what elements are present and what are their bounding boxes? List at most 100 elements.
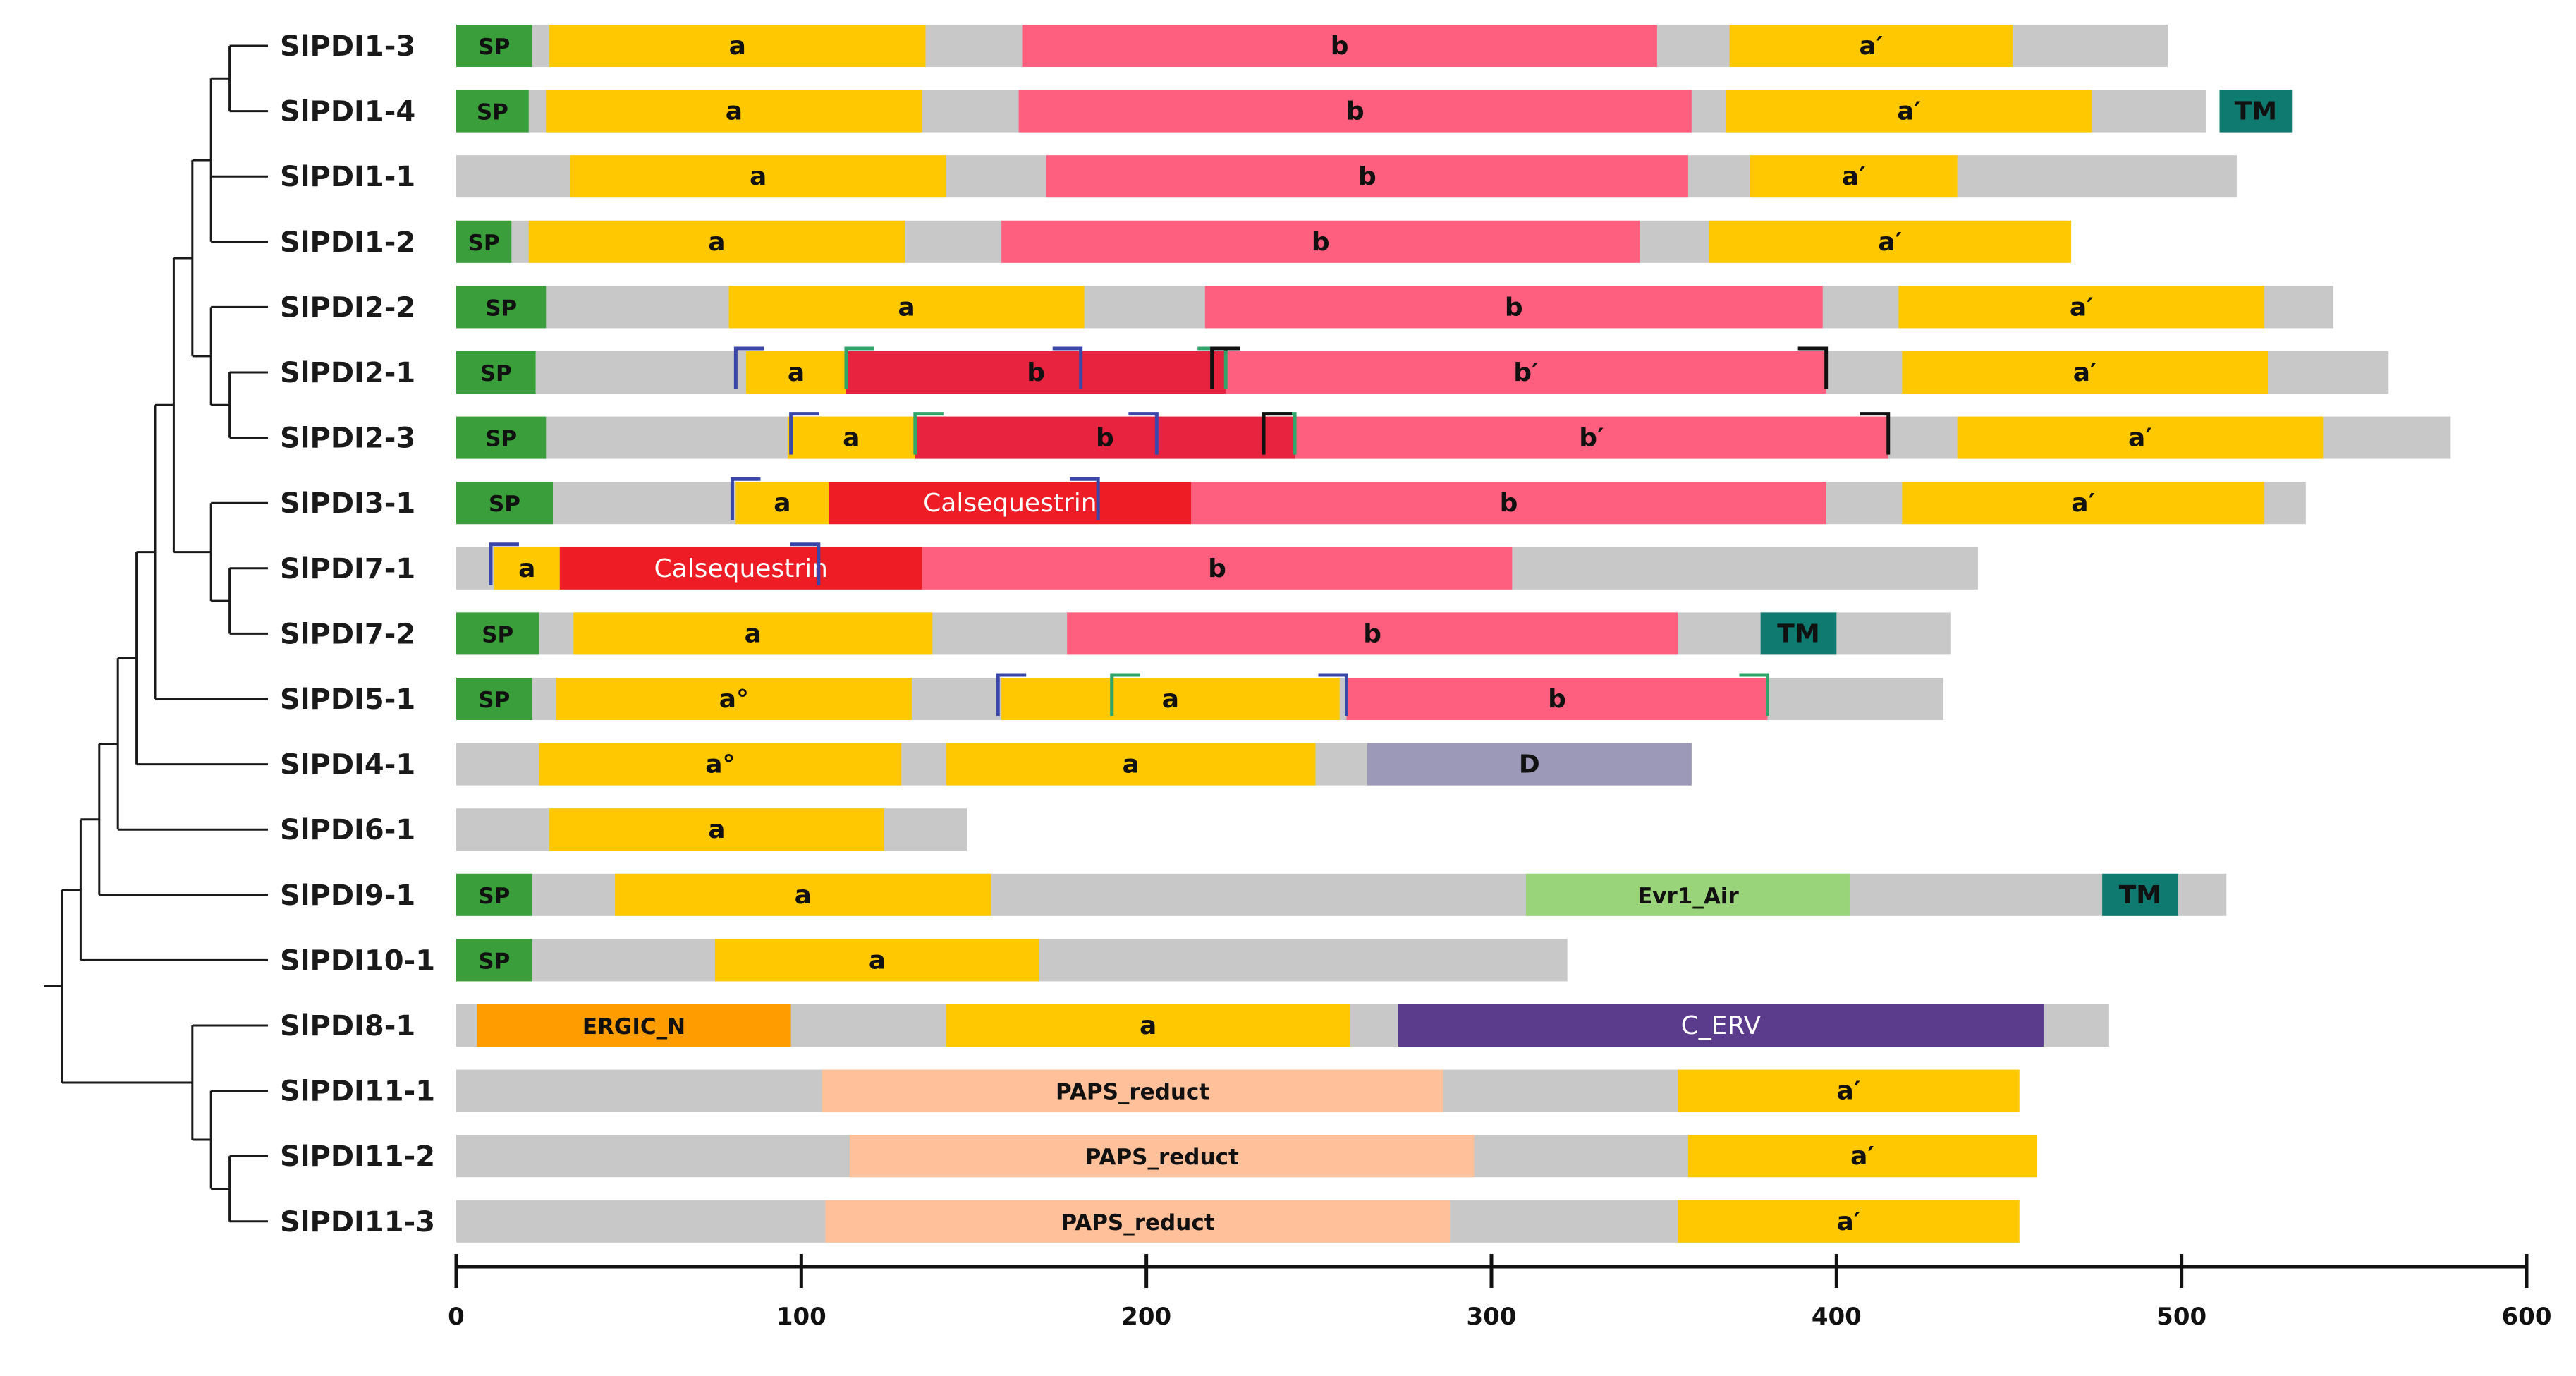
domain-b [1295,416,1888,459]
domain-paps-reduct [849,1135,1475,1178]
domain-evr1-air [1525,873,1850,916]
domain-calsequestrin [559,547,922,590]
bracket-open [1262,412,1293,455]
domain-label: a′ [2070,293,2094,322]
domain-sp [456,416,547,459]
domain-sp [456,482,554,525]
bracket-close [1318,673,1348,716]
domain-label: a [869,946,886,975]
protein-row-slpdi1-3: SlPDI1-3 SP a b a′ [280,25,2168,67]
protein-row-slpdi1-2: SlPDI1-2 SP a b a′ [280,220,2072,263]
domain-label: D [1519,750,1540,779]
protein-row-slpdi9-1: SlPDI9-1 SP a Evr1_Air TM [280,873,2227,916]
domain-a [1729,25,2013,67]
protein-row-slpdi7-2: SlPDI7-2 SP a b TM [280,612,1951,655]
domain-label: a′ [1842,162,1866,191]
domain-label: a [843,424,860,453]
domain-label: C_ERV [1681,1011,1762,1040]
domain-label: a [708,815,725,844]
domain-label: a′ [1859,32,1883,61]
domain-sp [456,939,532,982]
domain-label: PAPS_reduct [1061,1210,1214,1236]
domain-b [1022,25,1657,67]
domain-a [1957,416,2324,459]
gene-label: SlPDI9-1 [280,879,415,912]
domain-a [1678,1069,2020,1112]
domain-a [573,612,933,655]
domain-a [1898,286,2265,329]
gene-label: SlPDI11-1 [280,1076,435,1108]
protein-row-slpdi2-1: SlPDI2-1 SP a b b′ a′ [280,351,2389,394]
bracket-close [1860,412,1891,455]
domain-label: ERGIC_N [582,1014,685,1040]
domain-a [546,90,922,133]
domain-label: a′ [2073,358,2097,387]
domain-a [1902,482,2265,525]
gene-label: SlPDI5-1 [280,683,415,716]
axis-tick-label: 600 [2502,1303,2552,1331]
domain-label: b [1346,97,1365,126]
domain-label: a′ [1897,97,1921,126]
domain-label: a [795,881,812,910]
phylogenetic-tree [44,44,268,1223]
domain-calsequestrin [829,482,1192,525]
domain-ergic-n [477,1004,791,1047]
protein-row-slpdi6-1: SlPDI6-1 a [280,808,967,851]
domain-label: a′ [2071,489,2095,518]
domain-label: b [1500,489,1518,518]
gene-label: SlPDI3-1 [280,487,415,520]
domain-sp [456,873,532,916]
protein-row-slpdi11-1: SlPDI11-1 PAPS_reduct a′ [280,1069,2020,1112]
domain-label: a [708,228,725,257]
bracket-open [996,673,1027,716]
domain-a [728,286,1085,329]
gene-label: SlPDI2-2 [280,291,415,324]
domain-label: TM [1777,619,1819,648]
axis-tick-label: 200 [1121,1303,1171,1331]
domain-label: TM [2235,97,2277,126]
bracket-open [1210,346,1240,389]
domain-label: b [1358,162,1376,191]
domain-b [1067,612,1678,655]
gene-label: SlPDI8-1 [280,1010,415,1042]
domain-paps-reduct [822,1069,1443,1112]
domain-label: b [1208,554,1226,583]
domain-label: a′ [1837,1207,1861,1236]
domain-label: b [1548,685,1566,714]
domain-sp [456,612,539,655]
bracket-open [733,346,764,389]
gene-label: SlPDI7-2 [280,618,415,650]
bracket-close [1739,673,1769,716]
domain-b [1046,155,1688,198]
domain-label: SP [477,100,508,126]
domain-label: a [729,32,746,61]
domain-label: SP [478,688,510,713]
domain-label: SP [480,361,512,386]
protein-row-slpdi10-1: SlPDI10-1 SP a [280,939,1568,982]
domain-a [735,482,829,525]
domain-a [1678,1200,2020,1243]
domain-a [715,939,1039,982]
domain-label: SP [468,231,500,256]
domain-a [1726,90,2092,133]
domain-label: Calsequestrin [923,489,1097,518]
domain-label: b [1331,32,1349,61]
protein-row-slpdi2-2: SlPDI2-2 SP a b a′ [280,286,2333,329]
gene-label: SlPDI6-1 [280,814,415,846]
repeat-brackets [489,346,1891,716]
gene-label: SlPDI11-3 [280,1206,435,1238]
axis-tick-label: 500 [2156,1303,2206,1331]
domain-a [1750,155,1958,198]
bracket-open [789,412,819,455]
domain-a [528,220,905,263]
length-axis: 0 100 200 300 400 500 600 [448,1254,2551,1331]
domain-b [1018,90,1692,133]
domain-sp [456,220,512,263]
domain-label: a [750,162,767,191]
domain-a [556,678,912,720]
bracket-close [1070,477,1100,520]
domain-b [1001,220,1640,263]
domain-label: a [745,619,762,648]
domain-a [570,155,946,198]
